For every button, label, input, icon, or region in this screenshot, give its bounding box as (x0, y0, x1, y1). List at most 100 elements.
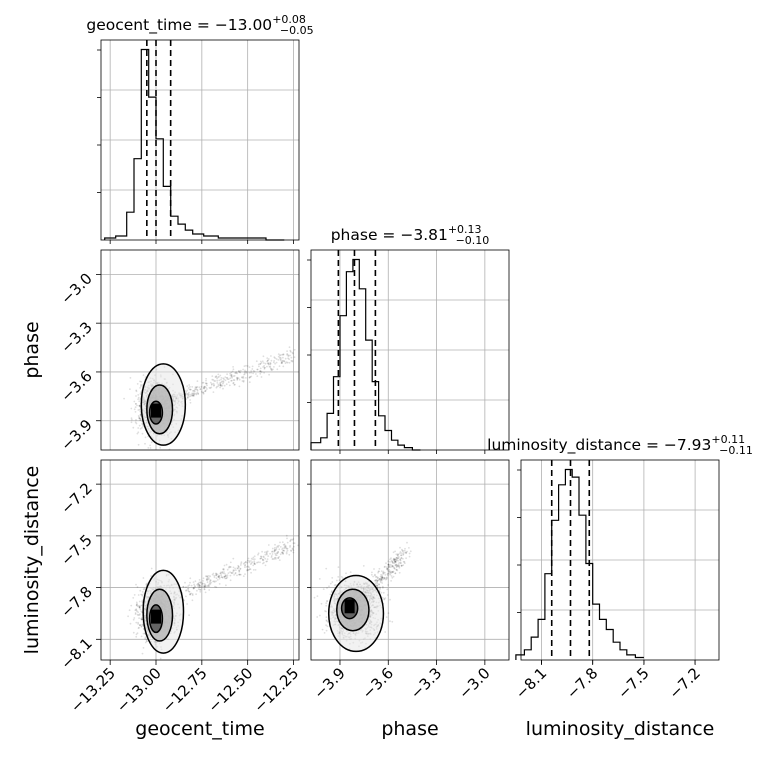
sample-point (192, 587, 195, 590)
sample-point (141, 604, 144, 607)
x-tick-label: −8.1 (512, 664, 550, 702)
sample-point (267, 362, 270, 365)
sample-point (236, 567, 239, 569)
sample-point (212, 572, 215, 575)
sample-point (281, 353, 284, 356)
sample-point (244, 372, 246, 375)
sample-point (279, 356, 282, 359)
sample-point (139, 387, 142, 389)
sample-point (345, 572, 347, 575)
sample-point (398, 566, 401, 569)
sample-point (331, 581, 334, 583)
sample-point (187, 387, 190, 389)
sample-point (218, 379, 221, 382)
sample-point (379, 581, 382, 584)
x-tick-label: −7.5 (614, 664, 652, 702)
sample-point (405, 551, 407, 554)
sample-point (224, 379, 227, 382)
sample-point (391, 560, 393, 563)
sample-point (228, 384, 231, 387)
sample-point (132, 426, 135, 429)
sample-point (393, 562, 396, 565)
sample-point (289, 350, 292, 353)
sample-point (376, 579, 379, 582)
sample-point (145, 638, 148, 641)
sample-point (129, 388, 131, 390)
sample-point (185, 392, 188, 395)
sample-point (201, 583, 204, 586)
sample-point (132, 618, 135, 621)
title-value: −3.81 (400, 226, 448, 244)
sample-point (278, 354, 281, 357)
sample-point (150, 567, 153, 570)
sample-point (380, 591, 383, 594)
sample-point (371, 571, 373, 574)
sample-point (290, 550, 293, 552)
sample-point (202, 580, 204, 582)
title-minus: −0.11 (719, 444, 753, 457)
sample-point (391, 565, 394, 567)
sample-point (259, 372, 262, 375)
sample-point (198, 583, 200, 586)
x-axis-label: luminosity_distance (526, 718, 715, 740)
sample-point (279, 546, 282, 548)
sample-point (199, 581, 202, 584)
sample-point (135, 609, 138, 611)
sample-point (219, 572, 222, 575)
sample-point (244, 371, 247, 373)
sample-point (225, 584, 227, 587)
sample-point (139, 608, 142, 611)
sample-point (227, 378, 230, 380)
sample-point (229, 372, 232, 375)
sample-point (197, 588, 200, 591)
sample-point (209, 579, 212, 581)
sample-point (140, 625, 143, 628)
sample-point (269, 363, 272, 366)
sample-point (252, 569, 255, 571)
sample-point (204, 389, 207, 392)
sample-point (283, 547, 286, 550)
sample-point (263, 556, 265, 559)
sample-point (394, 561, 397, 563)
sample-point (138, 600, 141, 603)
sample-point (289, 349, 292, 352)
sample-point (400, 554, 403, 556)
sample-point (262, 559, 265, 562)
sample-point (140, 635, 143, 638)
sample-point (370, 573, 373, 576)
sample-point (220, 574, 223, 577)
sample-point (237, 377, 240, 380)
sample-point (399, 552, 401, 555)
sample-point (320, 602, 323, 605)
sample-point (137, 594, 140, 596)
sample-point (199, 584, 201, 587)
sample-point (247, 557, 250, 560)
scatter-panel-geocent_time-vs-luminosity_distance (100, 459, 300, 661)
sample-point (394, 559, 397, 562)
sample-point (208, 577, 210, 579)
sample-point (275, 558, 277, 560)
sample-point (266, 558, 269, 560)
sample-point (194, 388, 197, 390)
sample-point (330, 591, 333, 593)
sample-point (145, 640, 148, 642)
sample-point (226, 568, 229, 571)
sample-point (136, 586, 139, 588)
sample-point (136, 603, 138, 605)
sample-point (381, 576, 384, 579)
sample-point (244, 561, 247, 564)
sample-point (135, 403, 137, 405)
sample-point (394, 561, 397, 563)
sample-point (185, 390, 188, 393)
sample-point (325, 624, 327, 627)
sample-point (219, 384, 222, 387)
sample-point (215, 574, 218, 577)
histogram-panel-phase: phase = −3.81+0.13 −0.10 (307, 223, 510, 454)
sample-point (362, 565, 365, 567)
panel-content (311, 460, 509, 660)
sample-point (159, 657, 162, 660)
sample-point (197, 393, 200, 395)
sample-point (214, 376, 217, 378)
sample-point (292, 542, 295, 544)
sample-point (313, 596, 316, 599)
